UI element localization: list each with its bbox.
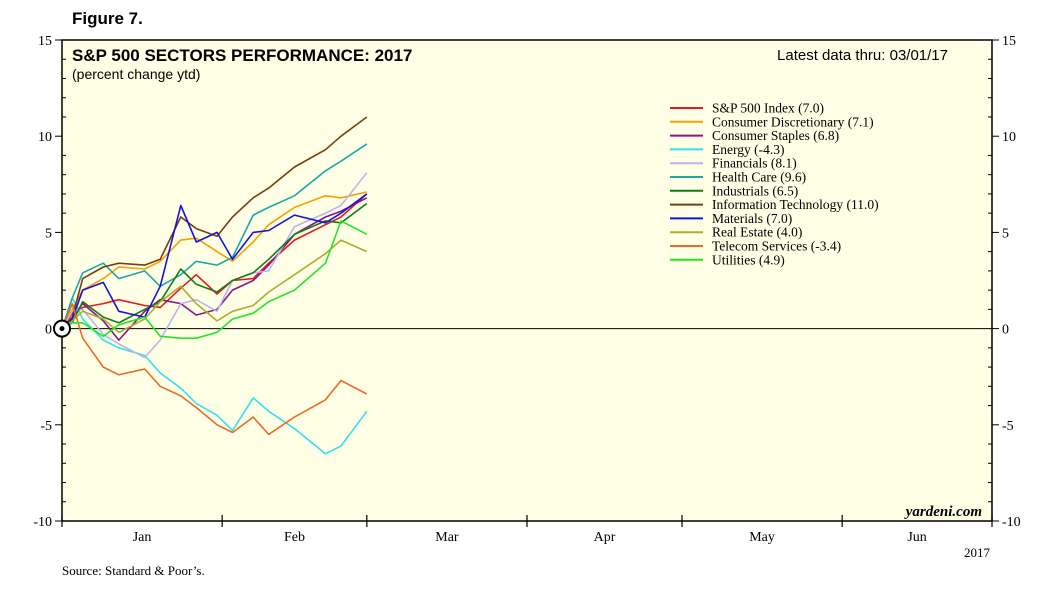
origin-dot <box>59 326 65 332</box>
legend-label: Financials (8.1) <box>712 156 797 171</box>
series-line-2 <box>61 191 367 329</box>
x-tick-label: Feb <box>284 530 305 545</box>
series-line-3 <box>61 197 368 341</box>
series-line-1 <box>61 193 368 330</box>
series-line-6 <box>61 143 368 329</box>
series-line-8 <box>61 116 368 330</box>
legend-label: Materials (7.0) <box>712 211 792 226</box>
y-tick-label-left: -10 <box>33 515 52 530</box>
x-tick-label: Jun <box>907 530 926 545</box>
series-line-5 <box>61 172 368 359</box>
latest-data-note: Latest data thru: 03/01/17 <box>777 47 948 64</box>
series-layer <box>61 116 368 455</box>
chart-subtitle: (percent change ytd) <box>72 66 200 82</box>
legend: S&P 500 Index (7.0)Consumer Discretionar… <box>670 101 879 267</box>
y-tick-label-right: -5 <box>1002 419 1014 434</box>
x-tick-label: Mar <box>435 530 459 545</box>
y-tick-label-left: -5 <box>40 419 52 434</box>
y-tick-label-left: 15 <box>38 34 52 49</box>
figure-label: Figure 7. <box>72 9 143 28</box>
y-tick-label-right: 5 <box>1002 226 1009 241</box>
y-tick-label-left: 5 <box>45 226 52 241</box>
y-tick-label-right: -10 <box>1002 515 1021 530</box>
source-note: Source: Standard & Poor’s. <box>62 563 205 578</box>
y-tick-label-right: 0 <box>1002 323 1009 338</box>
x-tick-label: Jan <box>133 530 152 545</box>
y-tick-label-right: 10 <box>1002 130 1016 145</box>
series-line-4 <box>61 296 368 455</box>
series-line-7 <box>61 202 368 330</box>
axes: -10 -10 -5 -5 0 0 5 5 10 10 15 15 Jan Feb Mar Apr May Jun <box>33 34 1020 545</box>
chart-title: S&P 500 SECTORS PERFORMANCE: 2017 <box>72 46 412 65</box>
legend-label: Energy (-4.3) <box>712 142 784 157</box>
series-line-10 <box>61 239 368 334</box>
watermark: yardeni.com <box>904 504 982 520</box>
series-line-9 <box>61 193 368 330</box>
legend-label: Consumer Discretionary (7.1) <box>712 114 874 129</box>
series-line-12 <box>61 220 368 340</box>
legend-label: Industrials (6.5) <box>712 183 798 198</box>
legend-label: Consumer Staples (6.8) <box>712 128 839 143</box>
legend-label: Utilities (4.9) <box>712 252 785 267</box>
y-tick-label-left: 0 <box>45 323 52 338</box>
legend-label: Health Care (9.6) <box>712 170 806 185</box>
plot-area <box>61 39 993 522</box>
y-tick-label-right: 15 <box>1002 34 1016 49</box>
y-tick-label-left: 10 <box>38 130 52 145</box>
x-tick-label: May <box>749 530 775 545</box>
year-label: 2017 <box>964 545 991 560</box>
legend-label: Information Technology (11.0) <box>712 197 879 212</box>
x-tick-label: Apr <box>594 530 616 545</box>
legend-label: Real Estate (4.0) <box>712 225 802 240</box>
legend-label: S&P 500 Index (7.0) <box>712 101 824 116</box>
legend-label: Telecom Services (-3.4) <box>712 239 841 254</box>
series-line-11 <box>61 302 368 436</box>
